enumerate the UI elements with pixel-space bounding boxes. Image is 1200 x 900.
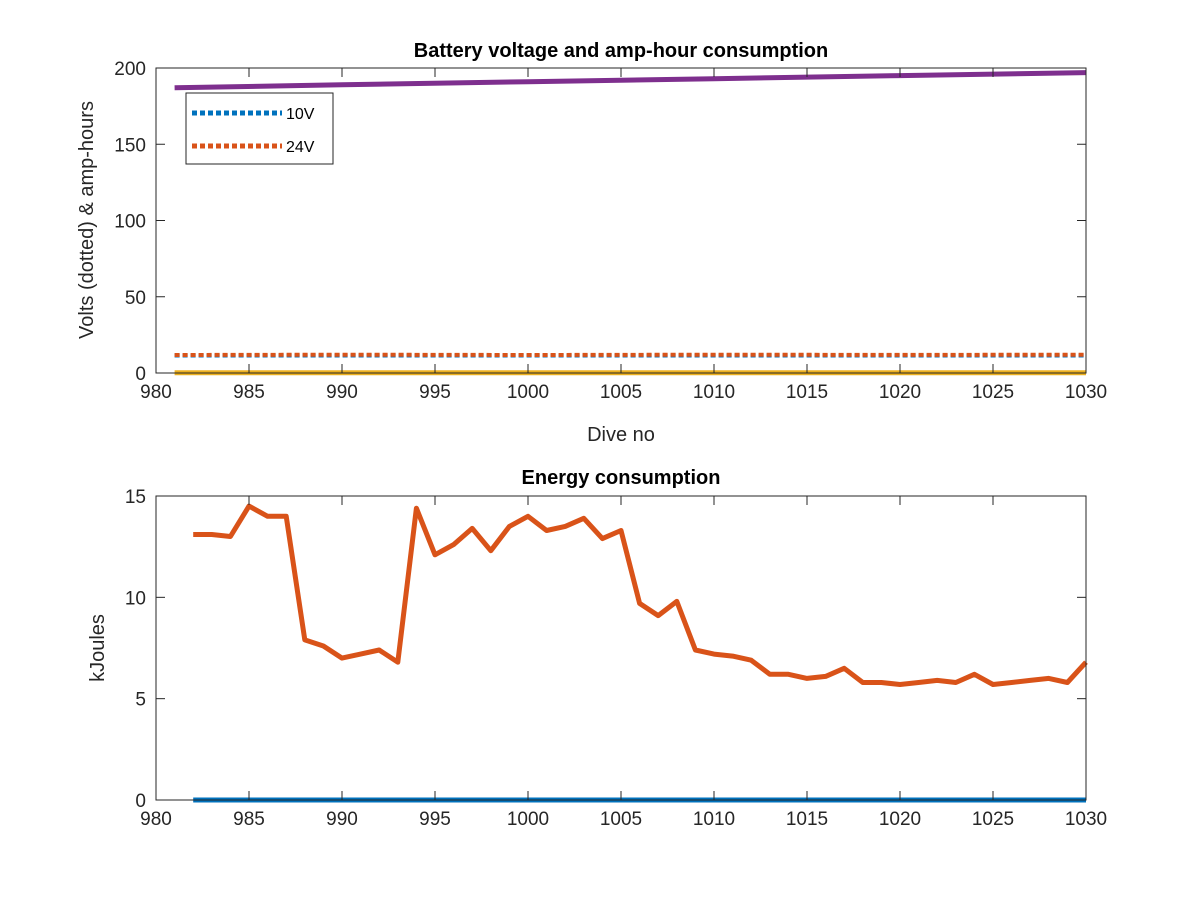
x-tick-label: 980 — [140, 809, 172, 830]
x-tick-label: 1020 — [879, 809, 921, 830]
y-tick-label: 0 — [135, 364, 146, 385]
legend-label-10v: 10V — [286, 106, 315, 123]
y-tick-label: 200 — [114, 59, 146, 80]
voltage-axes: 980 985 990 995 1000 1005 1010 1015 1020 1025 1030… — [76, 40, 1107, 446]
series-line-3 — [174, 70, 1087, 91]
y-axis-label: Volts (dotted) & amp-hours — [76, 101, 98, 339]
y-axis-label: kJoules — [87, 614, 109, 682]
ticks: 980 985 990 995 1000 1005 1010 1015 1020 1025 1030… — [125, 487, 1107, 830]
legend-label-24v: 24V — [286, 139, 315, 156]
legend: 10V 24V — [185, 92, 334, 165]
x-tick-label: 1005 — [600, 382, 642, 403]
x-tick-label: 980 — [140, 382, 172, 403]
x-tick-label: 1005 — [600, 809, 642, 830]
x-tick-label: 1020 — [879, 382, 921, 403]
x-axis-label: Dive no — [587, 424, 655, 446]
x-tick-label: 1000 — [507, 809, 549, 830]
x-tick-label: 1025 — [972, 809, 1014, 830]
x-tick-label: 995 — [419, 809, 451, 830]
x-tick-label: 985 — [233, 809, 265, 830]
chart-title: Energy consumption — [522, 467, 721, 489]
x-tick-label: 1025 — [972, 382, 1014, 403]
y-tick-label: 100 — [114, 212, 146, 233]
x-tick-label: 1030 — [1065, 382, 1107, 403]
x-tick-label: 990 — [326, 809, 358, 830]
x-tick-label: 990 — [326, 382, 358, 403]
x-tick-label: 1000 — [507, 382, 549, 403]
series-line-0 — [193, 503, 1088, 687]
y-tick-label: 5 — [135, 690, 146, 711]
x-tick-label: 1015 — [786, 809, 828, 830]
x-tick-label: 1010 — [693, 809, 735, 830]
x-tick-label: 1015 — [786, 382, 828, 403]
x-tick-label: 1030 — [1065, 809, 1107, 830]
x-tick-label: 1010 — [693, 382, 735, 403]
y-tick-label: 150 — [114, 135, 146, 156]
x-tick-label: 985 — [233, 382, 265, 403]
legend-box — [185, 92, 334, 165]
y-tick-label: 10 — [125, 588, 146, 609]
y-tick-label: 0 — [135, 791, 146, 812]
ticks: 980 985 990 995 1000 1005 1010 1015 1020 1025 1030… — [114, 59, 1107, 403]
plot-area — [156, 496, 1086, 800]
energy-axes: 980 985 990 995 1000 1005 1010 1015 1020 1025 1030… — [87, 467, 1107, 830]
chart-title: Battery voltage and amp-hour consumption — [414, 40, 828, 62]
y-tick-label: 15 — [125, 487, 146, 508]
x-tick-label: 995 — [419, 382, 451, 403]
y-tick-label: 50 — [125, 288, 146, 309]
